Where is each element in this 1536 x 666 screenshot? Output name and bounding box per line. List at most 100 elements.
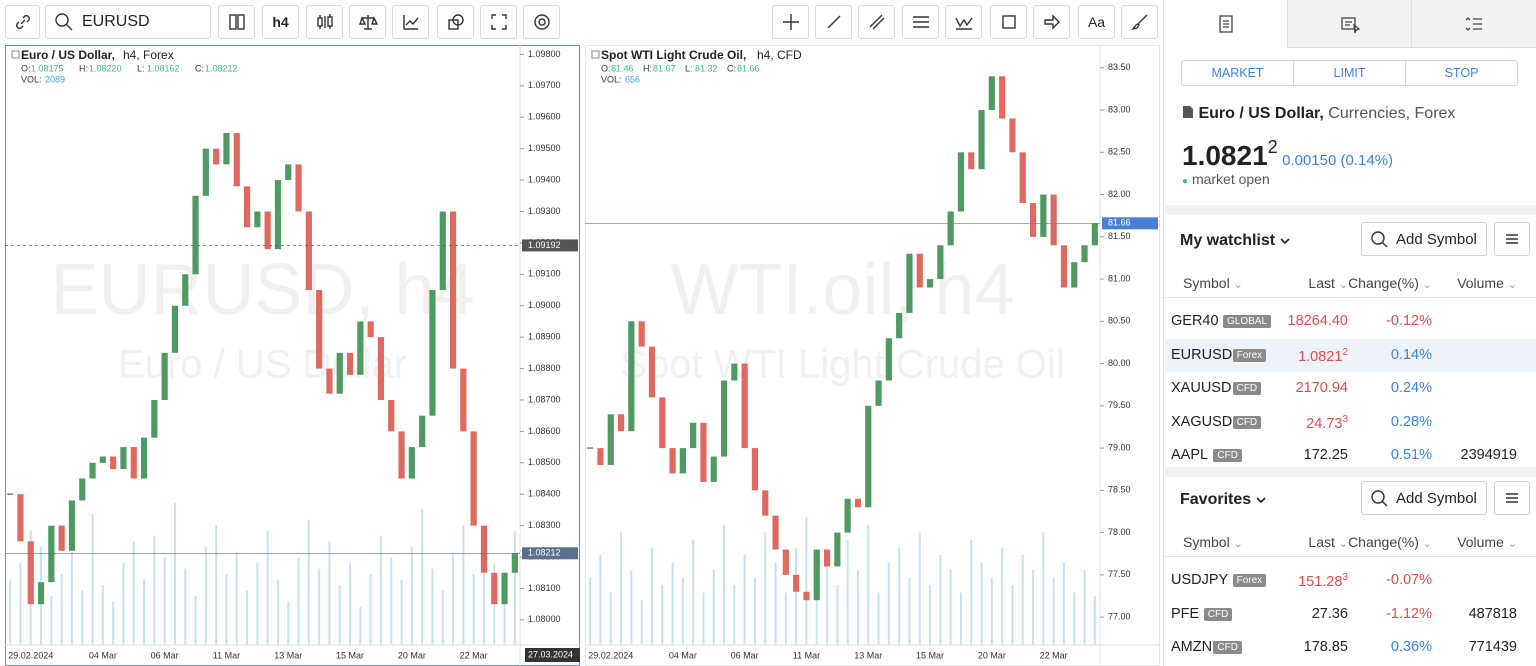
- layout-button[interactable]: [218, 5, 255, 39]
- ohlc-label: L:: [137, 63, 145, 73]
- add-symbol-button[interactable]: Add Symbol: [1361, 481, 1487, 515]
- text-tool[interactable]: Aa: [1078, 5, 1115, 39]
- order-type-tab[interactable]: LIMIT: [1293, 61, 1405, 85]
- y-tick-label: 83.50: [1108, 62, 1131, 72]
- price-label-box: [522, 547, 578, 560]
- volume-bar: [204, 546, 207, 645]
- compare-button[interactable]: [349, 5, 386, 39]
- order-tab[interactable]: [1165, 0, 1288, 48]
- x-tick-label: 13 Mar: [854, 650, 882, 660]
- column-header[interactable]: Volume ⌄: [1457, 534, 1517, 550]
- search-icon: [1371, 231, 1388, 248]
- price-label-box: [522, 239, 578, 252]
- interval-button[interactable]: h4: [262, 5, 299, 39]
- column-header[interactable]: Symbol ⌄: [1183, 534, 1243, 550]
- watchlist-row[interactable]: EURUSD Forex 1.08212 0.14%: [1165, 338, 1536, 372]
- row-last-sup: 3: [1342, 413, 1348, 425]
- row-last: 172.25: [1304, 447, 1348, 463]
- row-change: 0.28%: [1390, 413, 1432, 430]
- y-tick-label: 81.00: [1108, 273, 1131, 283]
- order-type-tab[interactable]: STOP: [1405, 61, 1517, 85]
- instrument-name: Euro / US Dollar,: [1198, 105, 1324, 122]
- line-tool[interactable]: [815, 5, 852, 39]
- shapes-button[interactable]: [437, 5, 474, 39]
- candle: [999, 76, 1006, 119]
- volume-bar: [1032, 570, 1035, 645]
- watchlist-row[interactable]: USDJPY Forex 151.283 -0.07%: [1165, 564, 1536, 597]
- column-header-text: Change(%): [1348, 534, 1419, 550]
- chart-eurusd[interactable]: EURUSD, h4 Euro / US Dollar 1.09800 1.09700…: [5, 45, 580, 666]
- volume-bar: [918, 532, 921, 645]
- column-header-text: Volume: [1457, 275, 1504, 291]
- list-title[interactable]: Favorites: [1180, 491, 1266, 509]
- volume-bar: [929, 585, 932, 645]
- channel-tool[interactable]: [858, 5, 895, 39]
- list-menu-button[interactable]: [1494, 222, 1530, 256]
- candle: [429, 290, 436, 416]
- watchlist-row[interactable]: XAUUSD CFD 2170.94 0.24%: [1165, 372, 1536, 405]
- ohlc-label: C:: [727, 63, 736, 73]
- link-button[interactable]: [5, 5, 40, 39]
- watchlist-row[interactable]: XAGUSD CFD 24.733 0.28%: [1165, 406, 1536, 439]
- column-header[interactable]: Last ⌄: [1308, 534, 1348, 550]
- column-header[interactable]: Volume ⌄: [1457, 275, 1517, 291]
- volume-bar: [1011, 585, 1014, 645]
- watchlist-row[interactable]: AMZN CFD 178.85 0.36% 771439: [1165, 631, 1536, 664]
- y-tick-label: 78.50: [1108, 485, 1131, 495]
- instrument-header: Euro / US Dollar, Currencies, Forex: [1182, 105, 1455, 123]
- watermark: WTI.oil, h4: [670, 250, 1014, 330]
- candle: [597, 448, 604, 465]
- x-tick-label: 29.02.2024: [8, 650, 53, 660]
- order-type-tabs: MARKET LIMIT STOP: [1181, 60, 1518, 86]
- candle: [274, 180, 282, 250]
- positions-tab[interactable]: [1288, 0, 1412, 48]
- chart-type-button[interactable]: [306, 5, 343, 39]
- column-header[interactable]: Change(%) ⌄: [1348, 534, 1432, 550]
- symbol-input[interactable]: EURUSD: [82, 13, 150, 30]
- candle: [161, 352, 168, 400]
- indicators-button[interactable]: [392, 5, 429, 39]
- settings-button[interactable]: [523, 5, 560, 39]
- y-tick-label: 1.08700: [528, 394, 561, 404]
- watchlist-row[interactable]: AAPL CFD 172.25 0.51% 2394919: [1165, 439, 1536, 472]
- order-type-tab[interactable]: MARKET: [1211, 66, 1264, 80]
- crosshair-tool[interactable]: [772, 5, 809, 39]
- row-volume: 487818: [1468, 605, 1517, 622]
- column-header[interactable]: Symbol ⌄: [1183, 275, 1243, 291]
- watchlist-row[interactable]: GER40 GLOBAL 18264.40 -0.12%: [1165, 305, 1536, 338]
- candle: [17, 494, 24, 542]
- ohlc-value: 1.08212: [205, 63, 238, 73]
- column-header[interactable]: Last ⌄: [1308, 275, 1348, 291]
- ohlc-label: H:: [643, 63, 652, 73]
- arrow-tool[interactable]: [1033, 5, 1070, 39]
- fib-tool[interactable]: [902, 5, 939, 39]
- volume-bar: [441, 590, 444, 645]
- volume-bar: [671, 562, 674, 645]
- volume-bar: [163, 557, 166, 645]
- x-tick-label: 11 Mar: [793, 650, 820, 660]
- y-tick-label: 1.09000: [528, 300, 561, 310]
- y-tick-label: 81.50: [1108, 231, 1131, 241]
- settings-tab[interactable]: [1412, 0, 1536, 48]
- fullscreen-button[interactable]: [480, 5, 517, 39]
- watchlist-row[interactable]: PFE CFD 27.36 -1.12% 487818: [1165, 598, 1536, 631]
- volume-bar: [661, 585, 664, 645]
- add-symbol-button[interactable]: Add Symbol: [1361, 222, 1487, 256]
- pattern-tool[interactable]: [945, 5, 982, 39]
- volume-bar: [328, 541, 331, 645]
- y-tick-label: 82.50: [1108, 147, 1131, 157]
- row-symbol: AMZN: [1171, 639, 1213, 656]
- symbol-search[interactable]: EURUSD: [45, 5, 211, 39]
- chart-wti[interactable]: WTI.oil, h4 Spot WTI Light Crude Oil 83.50…: [585, 45, 1160, 666]
- candle: [202, 148, 209, 196]
- separator: [1165, 467, 1536, 477]
- watermark-sub: Spot WTI Light Crude Oil: [620, 343, 1065, 387]
- column-header[interactable]: Change(%) ⌄: [1348, 275, 1432, 291]
- column-header-text: Change(%): [1348, 275, 1419, 291]
- list-title[interactable]: My watchlist: [1180, 232, 1290, 250]
- list-menu-button[interactable]: [1494, 481, 1530, 515]
- volume-bar: [462, 525, 465, 645]
- rect-tool[interactable]: [990, 5, 1027, 39]
- candle: [1019, 152, 1026, 204]
- brush-tool[interactable]: [1121, 5, 1158, 39]
